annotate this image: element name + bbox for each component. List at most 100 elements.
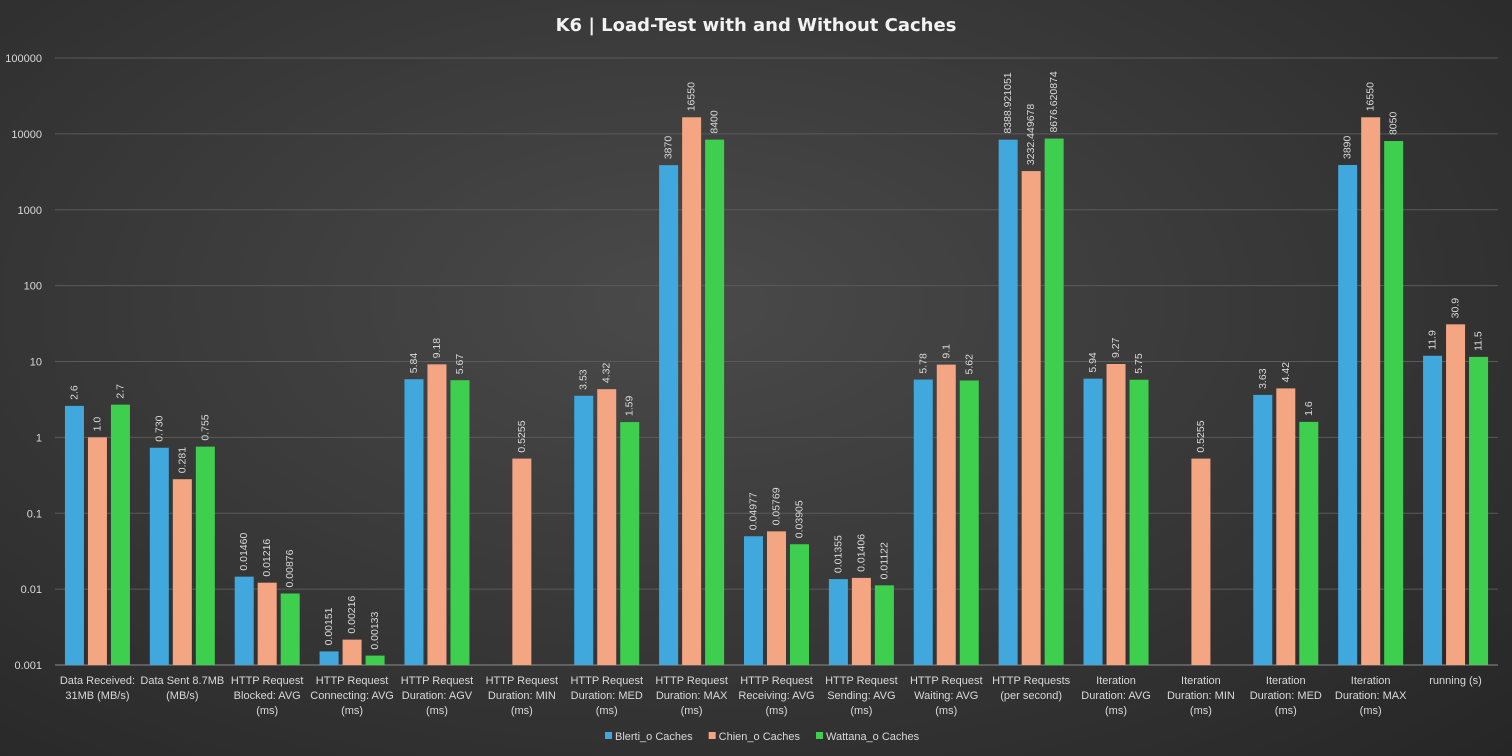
bar: [913, 379, 933, 665]
x-tick-label-line: Iteration: [1351, 675, 1391, 687]
x-tick-label-line: Data Received:: [60, 675, 135, 687]
x-tick-label-line: (ms): [1275, 705, 1297, 717]
bar: [1423, 355, 1443, 665]
x-tick-label: HTTP Request Duration: AGV (ms): [401, 675, 474, 717]
data-label: 16550: [1365, 82, 1377, 111]
x-tick-label-line: 31MB (MB/s): [65, 690, 129, 702]
x-tick-label: HTTP Request Duration: MAX (ms): [655, 675, 728, 717]
data-label: 0.01122: [878, 542, 890, 579]
x-tick-label-line: (ms): [596, 705, 618, 717]
data-label: 3.53: [578, 369, 590, 390]
y-tick-label: 100: [24, 281, 42, 293]
bar: [149, 447, 169, 665]
x-tick-label-line: (ms): [1190, 705, 1212, 717]
x-tick-label-line: (ms): [1360, 705, 1382, 717]
data-label: 30.9: [1450, 298, 1462, 319]
x-tick-label: HTTP Request Connecting: AVG (ms): [310, 675, 394, 717]
bar: [767, 531, 786, 665]
bar: [620, 422, 640, 665]
data-label: 0.00133: [369, 611, 381, 649]
x-tick-label-line: Waiting: AVG: [914, 690, 978, 702]
data-label: 2.7: [114, 384, 126, 399]
bar: [450, 380, 470, 665]
bar: [1129, 379, 1149, 665]
bar: [959, 380, 979, 665]
bar: [1384, 141, 1404, 666]
x-tick-label-line: (ms): [341, 705, 363, 717]
x-tick-label-line: Receiving: AVG: [738, 690, 814, 702]
bar: [1446, 324, 1466, 665]
data-label: 3890: [1342, 135, 1354, 159]
y-tick-label: 1: [36, 432, 42, 444]
x-tick-label-line: (MB/s): [166, 690, 198, 702]
bar: [365, 655, 385, 665]
x-tick-label: Data Received: 31MB (MB/s): [60, 675, 135, 702]
data-label: 0.05769: [771, 487, 783, 525]
y-axis-ticks: 0.001 0.01 0.1 1 10 100 1000 10000 100000: [5, 53, 42, 672]
data-label: 0.281: [176, 447, 188, 473]
data-label: 5.78: [917, 353, 929, 374]
x-tick-label-line: Duration: MIN: [1167, 690, 1235, 702]
data-labels: 2.6 0.730 0.01460 0.00151 5.84 3.53 3870 0.0497…: [68, 71, 1484, 650]
x-tick-label: Iteration Duration: AVG (ms): [1081, 675, 1151, 717]
data-label: 1.6: [1303, 401, 1315, 416]
legend-swatch: [816, 732, 823, 739]
y-tick-label: 100000: [5, 53, 42, 65]
x-tick-label-line: (ms): [426, 705, 448, 717]
legend: Blerti_o Caches Chien_o Caches Wattana_o C…: [605, 731, 920, 743]
bar: [998, 139, 1018, 665]
x-tick-label-line: HTTP Requests: [992, 675, 1071, 687]
bar: [257, 582, 277, 665]
x-tick-label-line: Duration: MAX: [1335, 690, 1407, 702]
bar: [1083, 378, 1103, 665]
data-label: 0.755: [199, 414, 211, 440]
bar: [1361, 117, 1381, 666]
x-tick-label-line: (ms): [511, 705, 533, 717]
bar: [705, 139, 725, 666]
x-tick-label-line: (ms): [681, 705, 703, 717]
bar: [427, 364, 447, 665]
data-label: 9.27: [1110, 337, 1122, 358]
y-tick-label: 10000: [11, 129, 42, 141]
data-label: 11.5: [1473, 331, 1485, 351]
x-tick-label: HTTP Request Receiving: AVG (ms): [738, 675, 814, 717]
x-tick-label-line: HTTP Request: [231, 675, 304, 687]
x-tick-label: HTTP Request Waiting: AVG (ms): [910, 675, 983, 717]
gridlines: [55, 57, 1498, 666]
legend-label: Wattana_o Caches: [826, 731, 920, 743]
bars: [64, 117, 1489, 666]
x-tick-label: running (s): [1429, 675, 1482, 687]
bar: [110, 404, 130, 665]
x-tick-label: Iteration Duration: MIN (ms): [1167, 675, 1235, 717]
y-tick-label: 10: [30, 357, 42, 369]
data-label: 4.32: [601, 363, 613, 384]
bar: [1469, 356, 1489, 665]
x-tick-label-line: (ms): [766, 705, 788, 717]
x-tick-label-line: HTTP Request: [570, 675, 643, 687]
x-axis-ticks: Data Received: 31MB (MB/s) Data Sent 8.7MB…: [60, 675, 1482, 717]
bar: [234, 576, 254, 665]
data-label: 5.67: [454, 354, 466, 375]
data-label: 2.6: [68, 385, 80, 400]
data-label: 0.04977: [748, 492, 760, 530]
bar: [1276, 388, 1296, 665]
data-label: 9.18: [431, 338, 443, 359]
y-tick-label: 0.1: [27, 508, 42, 520]
legend-swatch: [708, 732, 716, 739]
data-label: 5.75: [1133, 353, 1145, 374]
x-tick-label-line: HTTP Request: [655, 675, 728, 687]
x-tick-label-line: Blocked: AVG: [234, 690, 301, 702]
x-tick-label-line: Duration: MIN: [488, 690, 556, 702]
x-tick-label-line: HTTP Request: [825, 675, 898, 687]
y-tick-label: 1000: [18, 205, 42, 217]
x-tick-label: HTTP Request Duration: MED (ms): [570, 675, 643, 717]
data-label: 16550: [686, 82, 698, 111]
data-label: 4.42: [1280, 362, 1292, 383]
x-tick-label-line: HTTP Request: [486, 675, 559, 687]
data-label: 0.03905: [794, 500, 806, 538]
bar: [87, 437, 107, 665]
legend-label: Chien_o Caches: [719, 731, 801, 743]
bar: [319, 651, 339, 665]
